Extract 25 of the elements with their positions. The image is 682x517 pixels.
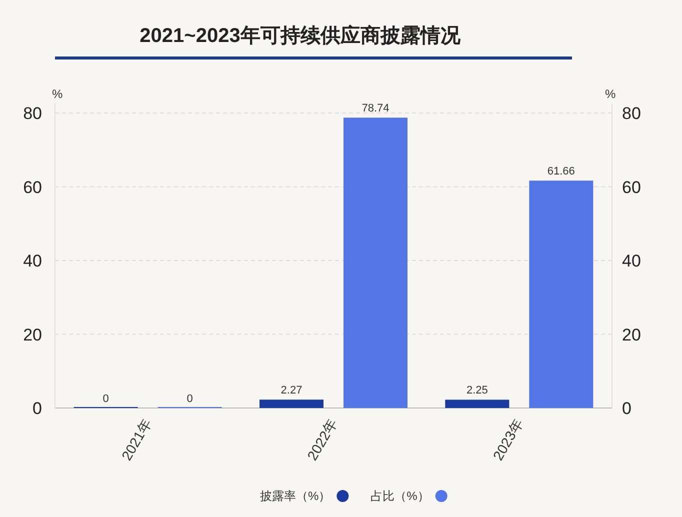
y-tick-label: 80	[23, 104, 42, 123]
bar	[344, 118, 408, 408]
y-tick-label: 60	[23, 178, 42, 197]
y-axis-title: %	[52, 87, 63, 101]
legend-label: 占比（%）	[370, 489, 430, 503]
bar	[445, 400, 510, 408]
data-label: 2.25	[466, 384, 488, 397]
y2-tick-label: 20	[622, 325, 641, 344]
y-tick-label: 20	[23, 325, 42, 344]
y2-axis-title: %	[605, 87, 616, 101]
y-tick-label: 40	[23, 252, 42, 270]
data-label: 0	[186, 393, 193, 405]
y-tick-label: 0	[32, 399, 42, 418]
y2-tick-label: 60	[622, 178, 641, 197]
bar	[260, 400, 324, 408]
y2-tick-label: 40	[622, 252, 641, 270]
bar	[529, 180, 594, 408]
data-label: 0	[102, 393, 109, 405]
y2-tick-label: 0	[622, 399, 632, 418]
data-label: 2.27	[280, 384, 302, 397]
legend-label: 披露率（%）	[260, 489, 331, 503]
data-label: 78.74	[362, 102, 390, 115]
chart-title: 2021~2023年可持续供应商披露情况	[140, 24, 462, 47]
data-label: 61.66	[547, 166, 575, 178]
y2-tick-label: 80	[622, 104, 641, 123]
